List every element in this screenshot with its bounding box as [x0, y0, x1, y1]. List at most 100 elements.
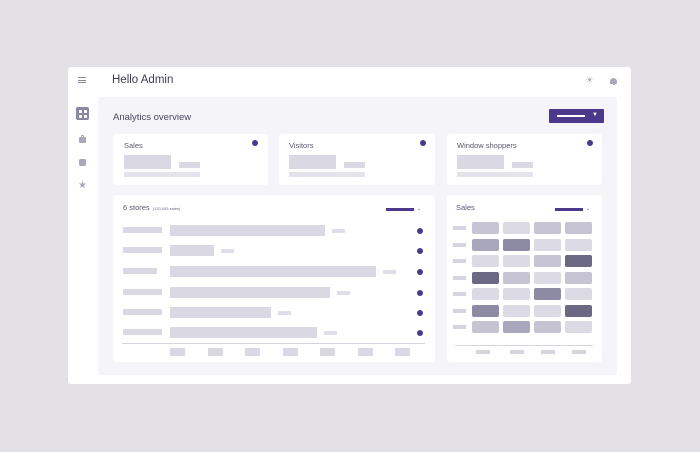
stores-dropdown[interactable]: ⌄: [386, 206, 421, 212]
period-dropdown-button[interactable]: ▼: [549, 109, 604, 123]
stat-value-placeholder: [289, 155, 336, 169]
main-panel: Analytics overview ▼ Sales Visitors Wind…: [98, 97, 617, 375]
heatmap-cell[interactable]: [534, 321, 561, 333]
sidebar-item-dashboard[interactable]: [76, 107, 89, 120]
chevron-down-icon: ⌄: [586, 206, 591, 212]
heatmap-row-label: [453, 226, 466, 230]
heatmap-cell[interactable]: [565, 271, 592, 284]
heatmap-cell[interactable]: [503, 271, 530, 284]
store-bar: [170, 327, 317, 338]
heatmap-cell[interactable]: [534, 271, 561, 284]
heatmap-cell[interactable]: [534, 255, 561, 267]
heatmap-cell[interactable]: [503, 288, 530, 300]
row-status-dot-icon[interactable]: [417, 329, 423, 336]
store-bar: [170, 245, 214, 256]
heatmap-column-label: [572, 350, 586, 354]
heatmap-cell[interactable]: [472, 238, 499, 251]
heatmap-cell[interactable]: [503, 222, 530, 234]
heatmap-row-label: [453, 308, 466, 313]
store-value-placeholder: [278, 310, 291, 315]
heatmap-cell[interactable]: [534, 288, 561, 300]
heatmap-column-label: [541, 350, 555, 354]
heatmap-cell[interactable]: [534, 304, 561, 317]
dropdown-label-placeholder: [557, 115, 585, 117]
heatmap-column-label: [476, 350, 490, 354]
chevron-down-icon: ▼: [592, 112, 598, 118]
row-status-dot-icon[interactable]: [417, 247, 423, 254]
stat-card-window-shoppers[interactable]: Window shoppers: [447, 134, 602, 185]
store-name-placeholder: [123, 309, 162, 315]
app-window: Hello Admin ☀ ★ Analytics overview ▼ Sal…: [68, 67, 631, 384]
x-axis-tick-label: [395, 348, 410, 356]
store-name-placeholder: [123, 329, 162, 335]
row-status-dot-icon[interactable]: [417, 268, 423, 275]
heatmap-cell[interactable]: [534, 222, 561, 234]
stat-card-label: Visitors: [289, 141, 314, 150]
hamburger-menu-icon[interactable]: [78, 77, 86, 83]
heatmap-cell[interactable]: [565, 255, 592, 267]
x-axis-tick-label: [170, 348, 185, 356]
heatmap-cell[interactable]: [472, 321, 499, 333]
heatmap-cell[interactable]: [565, 304, 592, 317]
sun-icon[interactable]: ☀: [585, 75, 594, 85]
stat-delta-placeholder: [512, 162, 533, 168]
shopping-bag-icon: [79, 135, 86, 143]
bell-icon[interactable]: [609, 76, 618, 85]
stat-card-sales[interactable]: Sales: [113, 134, 268, 185]
stat-card-label: Sales: [124, 141, 143, 150]
store-bar: [170, 287, 330, 298]
heatmap-cell[interactable]: [503, 238, 530, 251]
store-value-placeholder: [221, 248, 234, 253]
stores-sales-count: (120,045 sales): [152, 206, 181, 211]
row-status-dot-icon[interactable]: [417, 309, 423, 316]
sidebar-item-shop[interactable]: [76, 133, 89, 146]
stat-card-label: Window shoppers: [457, 141, 517, 150]
dropdown-label-placeholder: [386, 208, 414, 211]
stores-count: 6 stores: [123, 203, 150, 212]
main-title: Analytics overview: [113, 112, 192, 123]
sidebar-item-reports[interactable]: [76, 156, 89, 169]
store-bar: [170, 307, 271, 318]
sidebar-item-favorites[interactable]: ★: [76, 179, 89, 192]
heatmap-row-label: [453, 292, 466, 296]
stat-caption-placeholder: [124, 172, 200, 177]
store-value-placeholder: [332, 228, 345, 233]
stat-card-visitors[interactable]: Visitors: [279, 134, 435, 185]
x-axis-tick-label: [357, 348, 373, 356]
stat-delta-placeholder: [179, 162, 200, 168]
sales-heatmap-card: Sales ⌄: [447, 195, 602, 362]
store-value-placeholder: [383, 269, 396, 274]
stat-caption-placeholder: [457, 172, 533, 177]
heatmap-cell[interactable]: [472, 288, 499, 300]
sales-dropdown[interactable]: ⌄: [555, 206, 591, 212]
heatmap-cell[interactable]: [565, 222, 592, 234]
heatmap-cell[interactable]: [565, 321, 592, 333]
store-bar: [170, 266, 376, 277]
heatmap-cell[interactable]: [565, 238, 592, 251]
heatmap-row-label: [453, 275, 466, 280]
heatmap-cell[interactable]: [472, 222, 499, 234]
store-value-placeholder: [337, 290, 350, 295]
stores-card: 6 stores (120,045 sales) ⌄: [113, 195, 435, 362]
sales-card-title: Sales: [456, 203, 475, 212]
store-name-placeholder: [123, 247, 162, 253]
heatmap-row-label: [453, 325, 466, 329]
stat-caption-placeholder: [289, 172, 365, 177]
x-axis-tick-label: [320, 348, 335, 356]
heatmap-cell[interactable]: [472, 304, 499, 317]
row-status-dot-icon[interactable]: [417, 289, 423, 296]
heatmap-cell[interactable]: [503, 304, 530, 317]
x-axis-tick-label: [245, 348, 260, 356]
stores-card-title: 6 stores (120,045 sales): [123, 203, 180, 212]
heatmap-column-label: [510, 350, 524, 354]
row-status-dot-icon[interactable]: [417, 227, 423, 234]
heatmap-cell[interactable]: [503, 255, 530, 267]
page-title: Hello Admin: [112, 74, 174, 86]
heatmap-cell[interactable]: [472, 271, 499, 284]
store-name-placeholder: [123, 227, 162, 233]
heatmap-cell[interactable]: [503, 321, 530, 333]
store-name-placeholder: [123, 289, 162, 295]
heatmap-cell[interactable]: [472, 255, 499, 267]
heatmap-cell[interactable]: [534, 238, 561, 251]
heatmap-cell[interactable]: [565, 288, 592, 300]
